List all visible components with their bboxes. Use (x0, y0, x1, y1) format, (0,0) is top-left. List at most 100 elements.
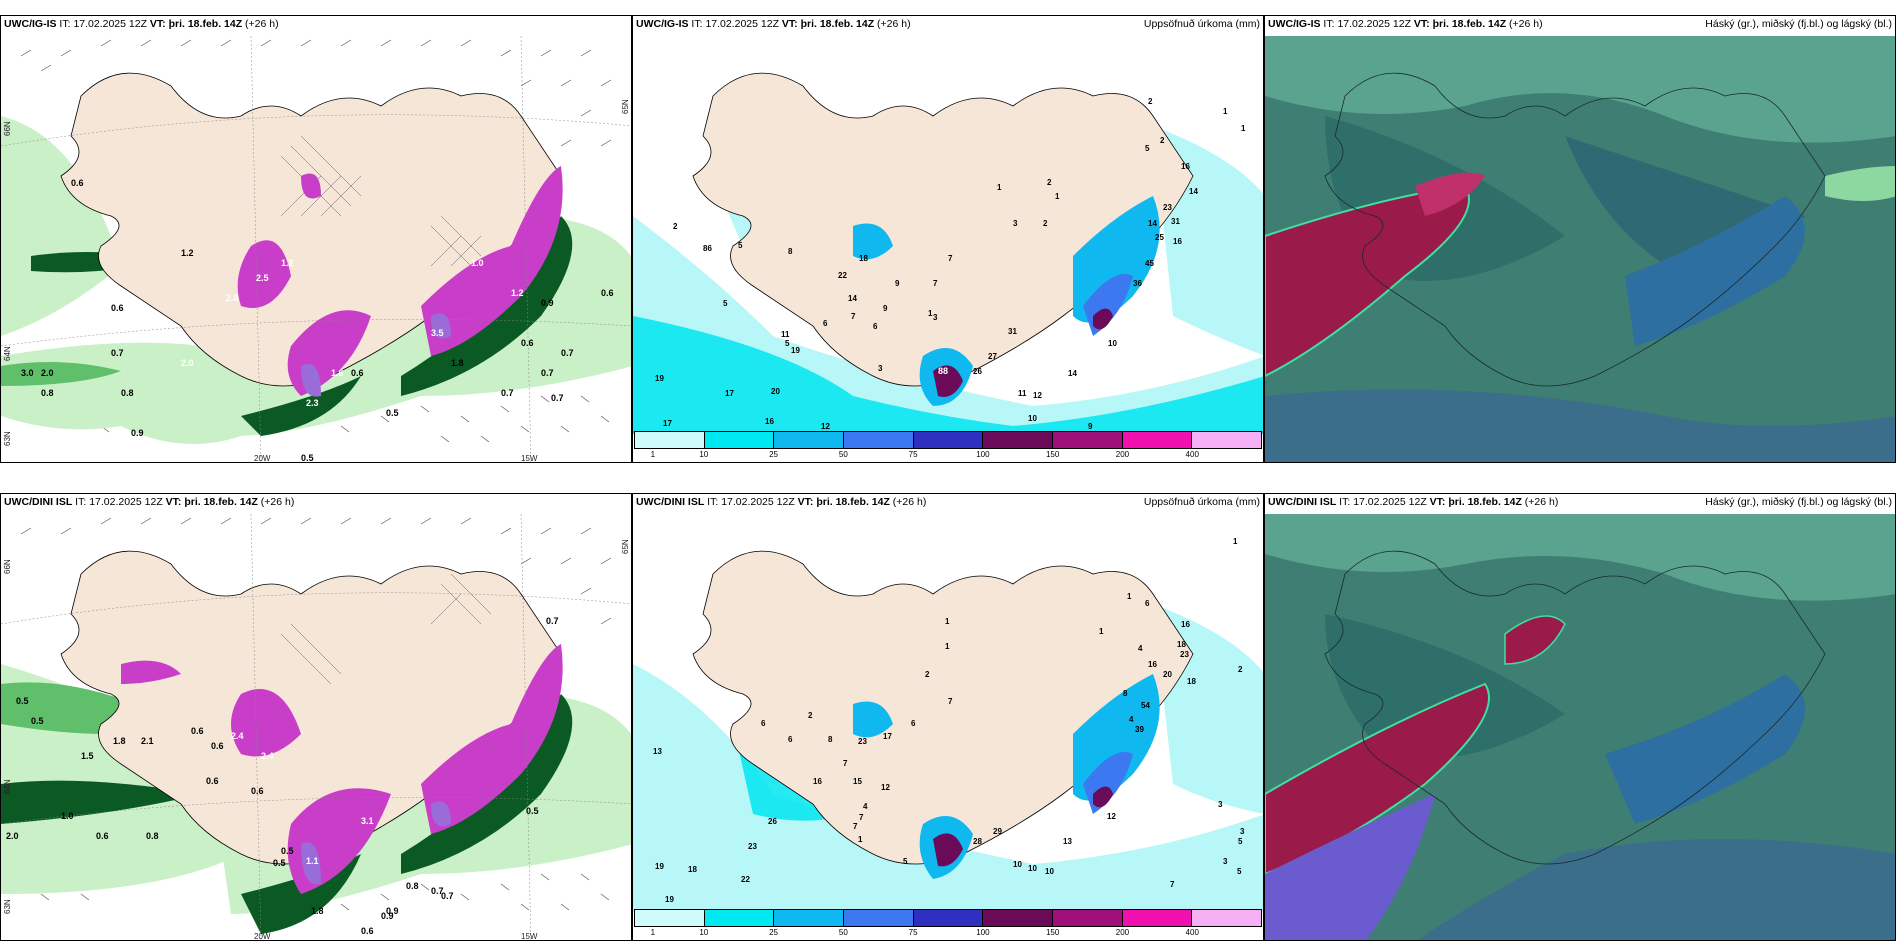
value-label: 16 (1148, 660, 1157, 669)
panel-header: UWC/IG-IS IT: 17.02.2025 12Z VT: þri. 18… (633, 16, 1263, 36)
value-label: 1 (1127, 592, 1132, 601)
value-label: 27 (988, 352, 997, 361)
colorbar-cell (1122, 910, 1193, 926)
lead-time: (+26 h) (245, 18, 279, 30)
value-label: 12 (1107, 812, 1116, 821)
vt-label: VT: (165, 496, 182, 508)
precip-colorbar: 1 10 25 50 75 100 150 200 400 (634, 431, 1262, 461)
p1-value-labels: 0.6 2.0 0.9 1.2 2.5 1.2 0.7 0.6 2.3 0.5 … (21, 178, 614, 462)
it-label: IT: (691, 18, 703, 30)
panel-header: UWC/DINI ISL IT: 17.02.2025 12Z VT: þri.… (1, 494, 631, 514)
value-label: 0.5 (386, 408, 399, 418)
colorbar-cell (774, 910, 845, 926)
vt-value: þri. 18.feb. 14Z (184, 496, 258, 508)
value-label: 0.7 (551, 393, 564, 403)
value-label: 26 (768, 817, 777, 826)
p5-value-labels: 1 1 6 16 18 23 20 1 2 4 16 18 8 54 39 4 … (653, 537, 1245, 904)
value-label: 1.8 (113, 736, 126, 746)
lat-label-63n: 63N (3, 431, 12, 446)
value-label: 1.1 (306, 856, 319, 866)
colorbar-tick-label: 150 (1045, 450, 1060, 459)
value-label: 6 (788, 735, 793, 744)
value-label: 12 (1033, 391, 1042, 400)
value-label: 8 (828, 735, 833, 744)
value-label: 31 (1008, 327, 1017, 336)
value-label: 3 (878, 364, 883, 373)
value-label: 10 (1028, 864, 1037, 873)
value-label: 14 (1068, 369, 1077, 378)
value-label: 0.7 (546, 616, 559, 626)
value-label: 23 (1163, 203, 1172, 212)
value-label: 16 (1173, 237, 1182, 246)
panel-header: UWC/DINI ISL IT: 17.02.2025 12Z VT: þri.… (1265, 494, 1895, 514)
precip-colorbar: 1 10 25 50 75 100 150 200 400 (634, 909, 1262, 939)
value-label: 1 (997, 183, 1002, 192)
value-label: 20 (771, 387, 780, 396)
value-label: 3 (1218, 800, 1223, 809)
value-label: 14 (1148, 219, 1157, 228)
colorbar-cell (635, 432, 705, 448)
lead-time: (+26 h) (1524, 496, 1559, 508)
value-label: 31 (1171, 217, 1180, 226)
value-label: 88 (938, 366, 948, 376)
value-label: 0.9 (541, 298, 554, 308)
lon-label-20w: 20W (254, 454, 271, 463)
colorbar-tick-label: 50 (838, 928, 848, 937)
value-label: 14 (1189, 187, 1198, 196)
value-label: 2.4 (231, 731, 244, 741)
colorbar-tick-label: 10 (699, 928, 709, 937)
value-label: 1 (928, 309, 933, 318)
value-label: 2 (673, 222, 678, 231)
value-label: 10 (1028, 414, 1037, 423)
lat-label-63n: 63N (3, 899, 12, 914)
value-label: 0.7 (501, 388, 514, 398)
lat-label-65n: 65N (621, 99, 630, 114)
value-label: 5 (903, 857, 908, 866)
value-label: 19 (791, 346, 800, 355)
value-label: 10 (1013, 860, 1022, 869)
cloud-map (1265, 514, 1895, 940)
vt-label: VT: (781, 18, 798, 30)
vt-value: þri. 18.feb. 14Z (800, 18, 875, 30)
value-label: 6 (911, 719, 916, 728)
vt-value: þri. 18.feb. 14Z (1432, 18, 1507, 30)
value-label: 2 (1160, 136, 1165, 145)
vt-label: VT: (1413, 18, 1430, 30)
value-label: 1.2 (181, 248, 194, 258)
value-label: 3.0 (21, 368, 34, 378)
value-label: 1.0 (471, 258, 484, 268)
lead-time: (+26 h) (892, 496, 927, 508)
value-label: 0.7 (431, 886, 444, 896)
value-label: 0.6 (361, 926, 374, 936)
it-label: IT: (1339, 496, 1351, 508)
model-name: UWC/DINI ISL (636, 496, 705, 508)
it-value: 17.02.2025 12Z (1353, 496, 1427, 508)
panel-title: Uppsöfnuð úrkoma (mm) (1143, 18, 1260, 30)
value-label: 2 (808, 711, 813, 720)
model-name: UWC/IG-IS (636, 18, 689, 30)
vt-value: þri. 18.feb. 14Z (1448, 496, 1522, 508)
value-label: 28 (973, 837, 982, 846)
panel-wind-precip-igis: UWC/IG-IS IT: 17.02.2025 12Z VT: þri. 18… (0, 15, 632, 463)
value-label: 1.8 (311, 906, 324, 916)
value-label: 0.7 (561, 348, 574, 358)
value-label: 12 (821, 422, 830, 431)
value-label: 6 (761, 719, 766, 728)
value-label: 2.0 (181, 358, 194, 368)
value-label: 26 (973, 367, 982, 376)
value-label: 4 (863, 802, 868, 811)
colorbar-tick-label: 100 (976, 450, 990, 459)
colorbar-cell (1122, 432, 1193, 448)
lat-label-66n: 66N (3, 559, 12, 574)
value-label: 1 (858, 835, 863, 844)
lat-label-66n: 66N (3, 121, 12, 136)
value-label: 0.6 (71, 178, 84, 188)
value-label: 9 (883, 304, 888, 313)
value-label: 45 (1145, 259, 1154, 268)
value-label: 18 (688, 865, 697, 874)
value-label: 1.2 (281, 258, 294, 268)
colorbar-cell (913, 910, 984, 926)
value-label: 14 (848, 294, 857, 303)
value-label: 7 (843, 759, 848, 768)
value-label: 18 (1177, 640, 1186, 649)
